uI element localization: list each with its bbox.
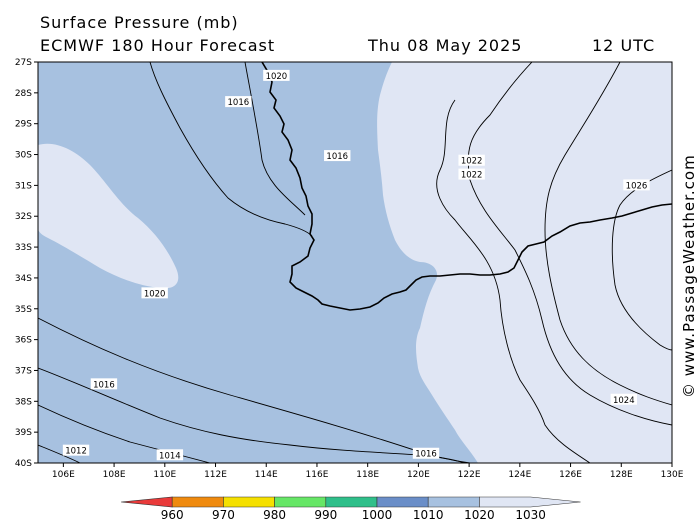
isobar-1012 [38, 404, 211, 463]
isobar-label: 1014 [159, 451, 181, 461]
legend-swatch [171, 496, 224, 508]
legend-swatch [120, 496, 173, 508]
lon-tick-label: 126E [559, 470, 582, 480]
isobar-label: 1020 [144, 289, 166, 299]
lat-tick-label: 32S [15, 212, 32, 222]
legend-label: 960 [161, 508, 184, 522]
isobar-label: 1026 [626, 181, 648, 191]
forecast-time: 12 UTC [592, 36, 656, 55]
lon-tick-label: 118E [356, 470, 379, 480]
legend-label: 980 [263, 508, 286, 522]
lon-tick-label: 120E [407, 470, 430, 480]
isobar-label-bg [225, 96, 252, 108]
isobar-label-bg [412, 447, 440, 459]
pressure-band-1020-1030 [377, 62, 672, 463]
isobar-label-bg [263, 69, 290, 81]
isobar-labels: 1016 1012 1014 1016 1016 1016 1020 1020 1022 1022… [62, 69, 650, 461]
latitude-ticks: 27S 28S 29S 30S 31S 32S 33S 34S 35S 36S 37S 38S 39S 4… [15, 58, 38, 469]
isobar-label-bg [62, 444, 90, 456]
isobar-1024-outer [467, 62, 672, 426]
isobar-1010 [38, 444, 81, 463]
isobar-1016-north [149, 62, 313, 237]
map-title: Surface Pressure (mb) [40, 13, 239, 32]
lat-tick-label: 39S [15, 428, 32, 438]
lat-tick-label: 33S [15, 243, 32, 253]
lon-tick-label: 130E [661, 470, 684, 480]
lat-tick-label: 30S [15, 151, 32, 161]
site-credit: © www.PassageWeather.com [680, 154, 698, 398]
pressure-cell-1020-west [38, 143, 179, 289]
legend-label: 1020 [464, 508, 495, 522]
lon-tick-label: 108E [103, 470, 126, 480]
lat-tick-label: 34S [15, 274, 32, 284]
lon-tick-label: 106E [52, 470, 75, 480]
lon-tick-label: 128E [610, 470, 633, 480]
isobar-label: 1016 [415, 450, 437, 460]
legend-swatch [427, 496, 480, 508]
legend-swatch [274, 496, 327, 508]
forecast-model: ECMWF 180 Hour Forecast [40, 36, 276, 55]
lat-tick-label: 37S [15, 366, 32, 376]
lat-tick-label: 40S [15, 459, 32, 469]
lon-tick-label: 110E [153, 470, 176, 480]
isobar-label-bg [324, 150, 351, 162]
isobar-1026 [611, 169, 672, 351]
legend-swatch [325, 496, 378, 508]
lon-tick-label: 122E [458, 470, 481, 480]
isobar-label: 1016 [326, 152, 348, 162]
lat-tick-label: 29S [15, 120, 32, 130]
isobar-label-bg [623, 179, 650, 191]
isobar-label-bg [90, 378, 118, 390]
lat-tick-label: 31S [15, 181, 32, 191]
map-frame [37, 61, 673, 464]
lat-tick-label: 38S [15, 397, 32, 407]
isobar-1024 [544, 62, 672, 406]
isobar-label: 1024 [613, 396, 635, 406]
isobar-label: 1022 [461, 157, 483, 167]
lat-tick-label: 27S [15, 58, 32, 68]
legend-label: 1030 [515, 508, 546, 522]
legend-label: 990 [314, 508, 337, 522]
isobar-label-bg [141, 287, 168, 299]
australia-coastline [261, 62, 672, 311]
lon-tick-label: 114E [255, 470, 278, 480]
lat-tick-label: 35S [15, 305, 32, 315]
pressure-legend: 960 970 980 990 1000 1010 1020 1030 [120, 496, 581, 522]
lon-tick-label: 124E [508, 470, 531, 480]
isobar-label: 1012 [65, 447, 87, 457]
legend-swatch [479, 496, 581, 508]
isobar-label-bg [458, 154, 485, 166]
isobar-label-bg [610, 393, 638, 405]
legend-label: 970 [212, 508, 235, 522]
forecast-date: Thu 08 May 2025 [368, 36, 523, 55]
isobar-label-bg [156, 449, 184, 461]
lat-tick-label: 36S [15, 336, 32, 346]
isobar-label: 1020 [266, 72, 288, 82]
isobar-1022 [436, 99, 591, 463]
legend-label: 1000 [362, 508, 393, 522]
lat-tick-label: 28S [15, 89, 32, 99]
isobar-label: 1022 [461, 171, 483, 181]
lon-tick-label: 112E [204, 470, 227, 480]
legend-label: 1010 [413, 508, 444, 522]
isobar-label: 1016 [228, 98, 250, 108]
isobar-1018 [244, 62, 306, 216]
isobar-label-bg [458, 168, 485, 180]
longitude-ticks: 106E 108E 110E 112E 114E 116E 118E 120E 122E 124E… [52, 463, 684, 480]
isobar-label: 1016 [93, 380, 115, 390]
legend-swatch [376, 496, 429, 508]
lon-tick-label: 116E [306, 470, 329, 480]
legend-swatch [223, 496, 275, 508]
